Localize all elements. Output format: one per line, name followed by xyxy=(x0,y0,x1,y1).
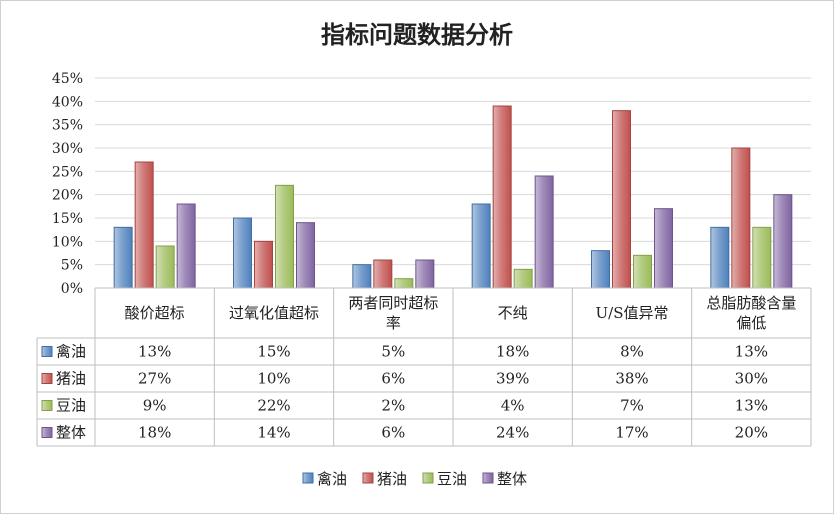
bar-猪油-4 xyxy=(612,110,631,289)
data-label: 24% xyxy=(496,424,529,442)
row-label: 禽油 xyxy=(56,343,86,361)
y-tick-label: 10% xyxy=(52,234,83,250)
data-label: 20% xyxy=(735,424,768,442)
bar-豆油-3 xyxy=(513,268,533,289)
data-label: 15% xyxy=(257,343,290,361)
bar-禽油-0 xyxy=(113,226,133,289)
bar-禽油-4 xyxy=(591,250,610,289)
y-axis: 0% 5% 10% 15% 20% 25% 30% 35% 40% 45% xyxy=(52,71,83,297)
y-tick-label: 45% xyxy=(52,71,83,87)
category-label: 酸价超标 xyxy=(125,304,185,322)
legend-key xyxy=(41,400,53,411)
row-label: 猪油 xyxy=(56,370,86,388)
data-label: 18% xyxy=(496,343,529,361)
category-label: 总脂肪酸含量偏低 xyxy=(706,294,796,332)
data-label: 27% xyxy=(138,370,171,388)
data-label: 6% xyxy=(381,424,405,442)
data-label: 2% xyxy=(381,397,405,415)
data-label: 5% xyxy=(381,343,405,361)
bar-整体-5 xyxy=(773,194,793,289)
data-label: 6% xyxy=(381,370,405,388)
legend-key xyxy=(41,346,53,357)
bar-豆油-5 xyxy=(752,226,772,289)
data-label: 18% xyxy=(138,424,171,442)
category-label: 过氧化值超标 xyxy=(229,304,319,322)
bar-豆油-2 xyxy=(394,278,414,289)
data-label: 22% xyxy=(257,397,290,415)
bar-猪油-2 xyxy=(373,259,393,289)
bar-猪油-0 xyxy=(134,161,154,289)
legend-swatch xyxy=(422,472,434,484)
legend-label: 整体 xyxy=(497,470,527,488)
data-label: 8% xyxy=(620,343,644,361)
data-label: 13% xyxy=(735,343,768,361)
y-tick-label: 25% xyxy=(52,164,83,180)
bar-豆油-4 xyxy=(633,254,652,289)
data-label: 14% xyxy=(257,424,290,442)
data-label: 13% xyxy=(138,343,171,361)
bar-猪油-1 xyxy=(254,240,273,289)
bar-禽油-1 xyxy=(233,217,252,289)
y-tick-label: 0% xyxy=(61,281,83,297)
bar-整体-1 xyxy=(296,222,315,289)
data-label: 9% xyxy=(143,397,167,415)
bar-猪油-3 xyxy=(492,105,512,289)
legend-label: 猪油 xyxy=(377,470,407,488)
category-label: 两者同时超标率 xyxy=(348,294,438,332)
y-tick-label: 5% xyxy=(61,258,83,274)
y-tick-label: 35% xyxy=(52,118,83,134)
data-label: 39% xyxy=(496,370,529,388)
legend-key xyxy=(41,427,53,438)
row-label: 整体 xyxy=(56,424,86,442)
category-label: 不纯 xyxy=(498,304,528,322)
legend: 禽油 猪油 豆油 整体 xyxy=(302,470,527,488)
bar-整体-2 xyxy=(415,259,435,289)
data-label: 30% xyxy=(735,370,768,388)
data-label: 17% xyxy=(615,424,648,442)
y-tick-label: 20% xyxy=(52,188,83,204)
bar-整体-3 xyxy=(534,175,554,289)
bar-猪油-5 xyxy=(731,147,751,289)
y-tick-label: 40% xyxy=(52,94,83,110)
category-label: U/S值异常 xyxy=(596,304,669,322)
bar-禽油-2 xyxy=(352,264,372,289)
data-label: 38% xyxy=(615,370,648,388)
bar-豆油-1 xyxy=(275,184,294,289)
legend-label: 禽油 xyxy=(317,470,347,488)
y-tick-label: 15% xyxy=(52,211,83,227)
bar-禽油-5 xyxy=(710,226,730,289)
gridlines xyxy=(95,77,811,266)
bar-整体-0 xyxy=(176,203,196,289)
legend-swatch xyxy=(362,472,374,484)
bar-禽油-3 xyxy=(471,203,491,289)
bars xyxy=(113,105,793,289)
data-label: 13% xyxy=(735,397,768,415)
legend-label: 豆油 xyxy=(437,470,467,488)
data-label: 4% xyxy=(501,397,525,415)
legend-swatch xyxy=(482,472,494,484)
legend-swatch xyxy=(302,472,314,484)
bar-整体-4 xyxy=(654,208,673,289)
data-label: 10% xyxy=(257,370,290,388)
chart-title: 指标问题数据分析 xyxy=(321,20,513,49)
row-label: 豆油 xyxy=(56,397,86,415)
bar-豆油-0 xyxy=(155,245,175,289)
y-tick-label: 30% xyxy=(52,141,83,157)
legend-key xyxy=(41,373,53,384)
data-label: 7% xyxy=(620,397,644,415)
